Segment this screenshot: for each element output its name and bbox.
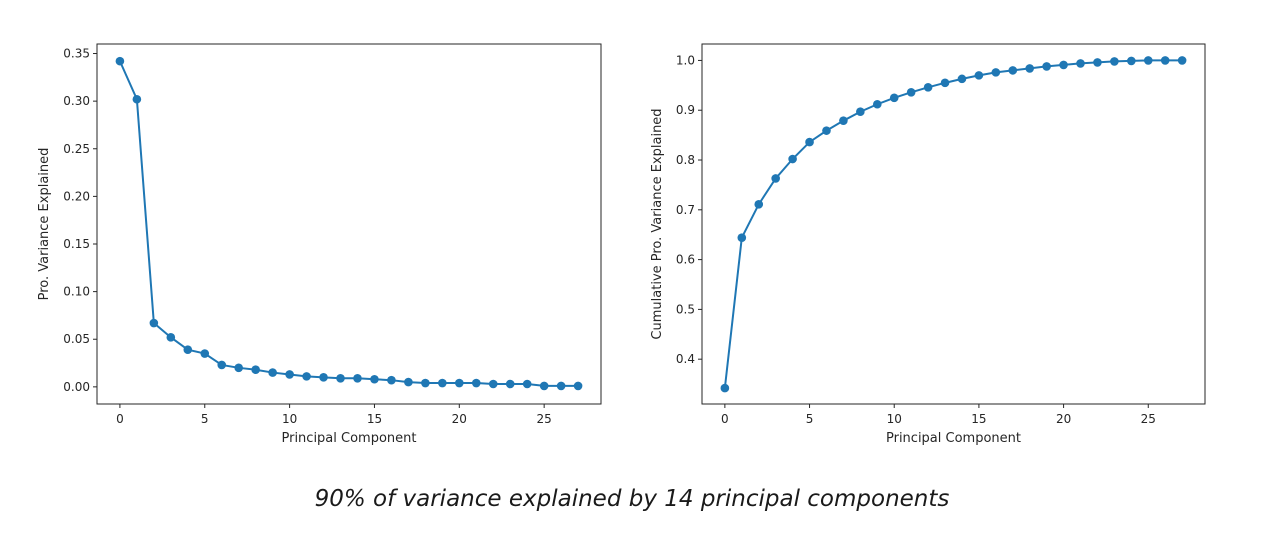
right-y-tick-label: 0.5	[676, 302, 695, 316]
left-y-tick-label: 0.05	[63, 332, 90, 346]
left-x-tick-label: 25	[537, 412, 552, 426]
right-y-tick-label: 0.4	[676, 352, 695, 366]
right-data-point	[1093, 58, 1102, 67]
right-data-point	[957, 74, 967, 84]
right-x-tick-label: 20	[1056, 412, 1071, 426]
left-x-tick-label: 5	[201, 412, 209, 426]
right-series-line	[723, 59, 1183, 389]
left-data-point	[115, 56, 125, 66]
left-data-point	[200, 349, 210, 358]
right-data-point	[720, 383, 730, 393]
left-x-tick-label: 10	[282, 412, 297, 426]
left-y-tick-label: 0.15	[63, 237, 90, 251]
left-data-point	[539, 381, 549, 391]
right-data-point	[1076, 59, 1085, 68]
left-data-point	[488, 379, 498, 389]
right-plot-frame	[701, 43, 1206, 405]
left-x-axis-label: Principal Component	[281, 431, 416, 446]
left-x-tick-label: 15	[367, 412, 382, 426]
left-data-point	[336, 373, 345, 383]
right-data-point	[856, 107, 865, 117]
right-data-point	[940, 78, 950, 88]
left-data-point	[573, 381, 583, 391]
right-data-point	[1025, 64, 1035, 73]
left-x-tick-label: 20	[452, 412, 467, 426]
right-x-axis-label: Principal Component	[886, 431, 1021, 446]
right-y-tick-label: 0.6	[676, 253, 695, 267]
left-y-tick-label: 0.00	[63, 380, 90, 394]
right-data-point	[754, 200, 764, 209]
left-series-line	[118, 60, 579, 387]
right-x-tick-label: 15	[971, 412, 986, 426]
left-x-tick-label: 0	[116, 412, 124, 426]
right-y-tick-label: 0.9	[676, 103, 695, 117]
left-data-point	[285, 370, 294, 379]
right-data-point	[889, 93, 899, 103]
cumulative-variance-chart: 0 5 10 15 20 25 0.4 0.5 0.6 0.7 0.8 0.9 1.0 Principal…	[650, 43, 1206, 446]
right-data-point	[1143, 56, 1153, 65]
left-y-tick-label: 0.35	[63, 47, 90, 61]
left-y-tick-label: 0.25	[63, 142, 90, 156]
right-data-point	[1110, 57, 1119, 66]
variance-explained-chart: 0 5 10 15 20 25 0.00 0.05 0.10 0.15 0.20 0.25 0.30 0.…	[37, 43, 602, 446]
left-data-point	[183, 345, 193, 355]
left-data-point	[370, 374, 379, 384]
right-data-point	[1042, 62, 1051, 71]
left-data-point	[132, 94, 142, 104]
right-data-point	[1008, 66, 1018, 75]
left-data-point	[251, 365, 260, 375]
left-plot-frame	[96, 43, 602, 405]
left-data-point	[166, 333, 176, 342]
right-data-point	[923, 83, 933, 92]
left-y-tick-label: 0.30	[63, 94, 90, 108]
right-data-point	[737, 233, 747, 242]
figure-caption: 90% of variance explained by 14 principa…	[314, 486, 950, 512]
left-data-point	[319, 373, 328, 382]
right-y-tick-label: 0.7	[676, 203, 695, 217]
right-x-tick-label: 25	[1141, 412, 1156, 426]
right-data-point	[839, 116, 848, 125]
left-data-point	[505, 379, 515, 389]
left-data-point	[149, 318, 159, 328]
left-data-point	[217, 360, 227, 370]
right-y-axis-label: Cumulative Pro. Variance Explained	[650, 108, 665, 339]
left-data-point	[455, 378, 464, 388]
right-data-point	[788, 154, 797, 164]
right-data-point	[974, 71, 984, 80]
left-data-point	[421, 378, 430, 388]
left-data-point	[302, 372, 311, 381]
left-data-point	[556, 381, 566, 391]
left-data-point	[438, 378, 447, 388]
right-data-point	[771, 174, 780, 183]
right-x-tick-label: 10	[887, 412, 902, 426]
left-data-point	[522, 379, 532, 389]
right-x-tick-label: 5	[806, 412, 814, 426]
left-data-point	[234, 363, 243, 373]
right-x-tick-label: 0	[721, 412, 729, 426]
right-data-point	[1059, 60, 1068, 70]
left-data-point	[404, 377, 413, 387]
right-y-tick-label: 1.0	[676, 53, 695, 67]
left-data-point	[353, 373, 362, 383]
right-data-point	[1160, 56, 1170, 65]
left-y-tick-label: 0.20	[63, 189, 90, 203]
right-data-point	[822, 126, 831, 135]
right-data-point	[1177, 56, 1187, 65]
right-data-point	[991, 68, 1001, 77]
left-y-tick-label: 0.10	[63, 285, 90, 299]
right-data-point	[872, 99, 882, 109]
right-data-point	[906, 87, 916, 97]
left-data-point	[268, 368, 277, 377]
left-data-point	[387, 375, 396, 385]
right-data-point	[1127, 56, 1136, 66]
left-y-axis-label: Pro. Variance Explained	[37, 148, 52, 301]
right-data-point	[805, 137, 814, 147]
right-y-tick-label: 0.8	[676, 153, 695, 167]
left-data-point	[471, 378, 481, 388]
